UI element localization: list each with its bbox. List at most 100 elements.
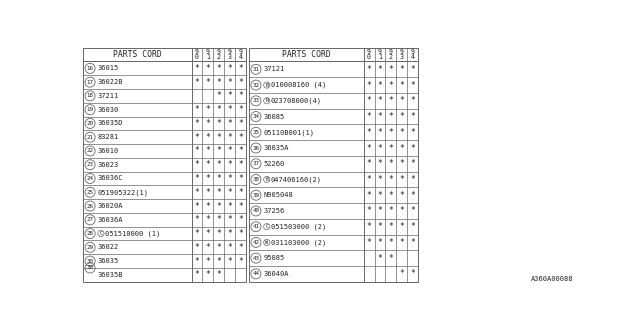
- Text: 39: 39: [252, 193, 259, 198]
- Text: 05110B001(1): 05110B001(1): [264, 129, 315, 136]
- Text: *: *: [410, 206, 415, 215]
- Text: *: *: [227, 229, 232, 238]
- Text: 18: 18: [86, 93, 93, 99]
- Text: *: *: [367, 206, 371, 215]
- Text: *: *: [367, 143, 371, 153]
- Text: *: *: [216, 229, 221, 238]
- Text: *: *: [205, 147, 211, 156]
- Text: 4: 4: [410, 54, 415, 60]
- Text: *: *: [410, 96, 415, 105]
- Text: *: *: [410, 269, 415, 278]
- Text: *: *: [378, 238, 382, 247]
- Text: 36035A: 36035A: [264, 145, 289, 151]
- Text: *: *: [195, 119, 200, 128]
- Text: *: *: [238, 133, 243, 142]
- Text: *: *: [378, 96, 382, 105]
- Text: *: *: [410, 238, 415, 247]
- Text: 34: 34: [252, 114, 259, 119]
- Text: *: *: [378, 81, 382, 90]
- Text: *: *: [238, 78, 243, 87]
- Text: *: *: [195, 147, 200, 156]
- Text: *: *: [227, 243, 232, 252]
- Text: 023708000(4): 023708000(4): [271, 98, 322, 104]
- Text: 33: 33: [252, 98, 259, 103]
- Text: 4: 4: [239, 54, 243, 60]
- Text: *: *: [216, 64, 221, 73]
- Text: *: *: [195, 64, 200, 73]
- Text: *: *: [410, 159, 415, 168]
- Text: *: *: [238, 160, 243, 169]
- Text: 9: 9: [410, 49, 415, 55]
- Text: C: C: [265, 224, 268, 229]
- Text: 3: 3: [399, 54, 404, 60]
- Text: 047406160(2): 047406160(2): [271, 176, 322, 183]
- Text: 36020A: 36020A: [98, 203, 124, 209]
- Text: 36010: 36010: [98, 148, 119, 154]
- Text: *: *: [388, 143, 393, 153]
- Text: B: B: [265, 83, 268, 88]
- Text: *: *: [227, 64, 232, 73]
- Text: 1: 1: [378, 54, 382, 60]
- Text: *: *: [216, 188, 221, 197]
- Text: *: *: [216, 147, 221, 156]
- Text: 28: 28: [86, 231, 93, 236]
- Text: *: *: [216, 119, 221, 128]
- Text: *: *: [216, 257, 221, 266]
- Text: 051510000 (1): 051510000 (1): [105, 230, 160, 237]
- Text: *: *: [195, 188, 200, 197]
- Text: *: *: [388, 222, 393, 231]
- Text: 19: 19: [86, 107, 93, 112]
- Text: *: *: [227, 78, 232, 87]
- Text: 83281: 83281: [98, 134, 119, 140]
- Text: *: *: [205, 133, 211, 142]
- Text: *: *: [216, 174, 221, 183]
- Text: 9: 9: [239, 49, 243, 55]
- Text: *: *: [388, 175, 393, 184]
- Text: *: *: [238, 147, 243, 156]
- Text: 36040A: 36040A: [264, 271, 289, 277]
- Text: 31: 31: [252, 67, 259, 72]
- Text: *: *: [216, 133, 221, 142]
- Text: 0: 0: [367, 54, 371, 60]
- Text: *: *: [205, 188, 211, 197]
- Text: N905048: N905048: [264, 192, 293, 198]
- Text: *: *: [238, 119, 243, 128]
- Text: 43: 43: [252, 256, 259, 260]
- Text: 9: 9: [217, 49, 221, 55]
- Text: *: *: [238, 243, 243, 252]
- Text: 9: 9: [378, 49, 382, 55]
- Text: 27: 27: [86, 217, 93, 222]
- Text: *: *: [227, 174, 232, 183]
- Text: *: *: [216, 105, 221, 114]
- Text: A360A00088: A360A00088: [531, 276, 573, 283]
- Text: 9: 9: [399, 49, 404, 55]
- Text: 051503000 (2): 051503000 (2): [271, 223, 326, 230]
- Text: *: *: [205, 202, 211, 211]
- Text: *: *: [195, 229, 200, 238]
- Text: C: C: [99, 231, 102, 236]
- Text: *: *: [238, 202, 243, 211]
- Text: 30: 30: [86, 266, 93, 270]
- Text: *: *: [399, 128, 404, 137]
- Text: *: *: [205, 270, 211, 279]
- Text: 37211: 37211: [98, 93, 119, 99]
- Text: *: *: [216, 243, 221, 252]
- Text: *: *: [238, 188, 243, 197]
- Text: *: *: [410, 128, 415, 137]
- Text: *: *: [205, 215, 211, 224]
- Text: *: *: [238, 105, 243, 114]
- Text: *: *: [399, 112, 404, 121]
- Bar: [249, 48, 418, 282]
- Text: 20: 20: [86, 121, 93, 126]
- Text: 32: 32: [252, 83, 259, 88]
- Text: *: *: [227, 92, 232, 100]
- Text: 9: 9: [228, 49, 232, 55]
- Text: 031103000 (2): 031103000 (2): [271, 239, 326, 246]
- Text: *: *: [205, 174, 211, 183]
- Text: *: *: [367, 81, 371, 90]
- Text: *: *: [205, 160, 211, 169]
- Text: 52260: 52260: [264, 161, 285, 167]
- Text: *: *: [238, 92, 243, 100]
- Text: *: *: [399, 175, 404, 184]
- Text: 36023: 36023: [98, 162, 119, 168]
